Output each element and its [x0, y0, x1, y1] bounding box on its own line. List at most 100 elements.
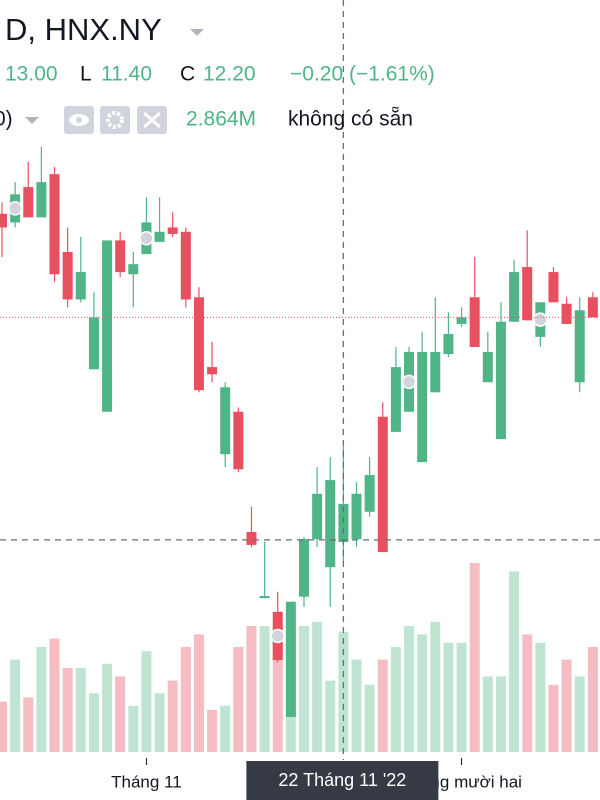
candle-body	[443, 333, 454, 355]
candle-body	[23, 187, 34, 218]
settings-icon[interactable]	[100, 106, 130, 134]
candle-body	[364, 475, 375, 512]
close-label: C	[180, 63, 195, 86]
candle-body	[430, 351, 441, 393]
volume-bar	[443, 642, 454, 752]
legend-header: D, HNX.NY 13.00 L 11.40 C 12.20 −0.20 (−…	[0, 12, 435, 134]
candle-body	[587, 297, 598, 318]
close-icon[interactable]	[137, 106, 167, 134]
event-marker	[139, 231, 154, 246]
event-marker	[401, 374, 417, 390]
candle-body	[0, 213, 7, 228]
candle-body	[509, 272, 520, 322]
candle-body	[259, 596, 270, 599]
volume-bar	[325, 680, 336, 752]
volume-bar	[233, 647, 244, 752]
candle-body	[180, 231, 191, 300]
volume-bar	[404, 626, 415, 752]
crosshair-label: 22 Tháng 11 '22	[278, 770, 406, 790]
candle-body	[522, 267, 533, 321]
volume-bar	[495, 676, 506, 752]
symbol[interactable]: D, HNX.NY	[5, 12, 162, 47]
volume-bar	[49, 638, 60, 752]
volume-bar	[141, 651, 152, 752]
candle-body	[574, 310, 585, 383]
candle-body	[102, 240, 113, 412]
volume-bar	[88, 693, 99, 752]
volume-bar	[364, 684, 375, 752]
volume-bar	[482, 676, 493, 752]
event-marker	[270, 628, 285, 644]
volume-bar	[180, 647, 191, 752]
volume-bar	[522, 634, 533, 752]
volume-bar	[259, 626, 270, 752]
volume-bar	[10, 659, 21, 752]
event-marker	[7, 201, 23, 216]
candle-body	[298, 539, 309, 597]
volume-bar	[377, 659, 388, 752]
candle-body	[312, 493, 323, 540]
status: không có sẵn	[288, 108, 413, 131]
volume-bar	[193, 634, 204, 752]
candle-body	[495, 321, 506, 440]
volume-bar	[102, 663, 113, 752]
volume-bar	[312, 621, 323, 752]
volume-bar	[417, 634, 428, 752]
volume-bar	[23, 697, 34, 752]
candle-body	[207, 367, 218, 375]
volume-bar	[509, 571, 520, 752]
volume-bar	[0, 701, 7, 752]
candle-body	[49, 174, 60, 275]
event-marker	[533, 312, 548, 327]
candle-body	[561, 303, 572, 324]
eye-icon[interactable]	[64, 106, 94, 134]
candle-body	[351, 493, 362, 540]
candle-body	[548, 272, 559, 303]
candle-body	[469, 297, 480, 347]
volume-bar	[469, 563, 480, 752]
indicator: 0)	[0, 108, 13, 131]
candle-body	[62, 251, 73, 300]
candle-body	[75, 272, 86, 300]
candle-body	[167, 227, 178, 234]
dropdown[interactable]	[190, 29, 204, 36]
candle-body	[154, 231, 165, 242]
volume-bar	[456, 642, 467, 752]
candle-body	[417, 351, 428, 463]
close-value: 12.20	[203, 63, 256, 86]
volume-bar	[167, 680, 178, 752]
volume-bar	[75, 668, 86, 752]
volume-bar	[430, 621, 441, 752]
candle-body	[233, 411, 244, 470]
volume-bar	[62, 668, 73, 752]
volume-bar	[128, 705, 139, 752]
volume-bar	[587, 647, 598, 752]
candle-body	[325, 480, 336, 568]
volume-bar	[154, 693, 165, 752]
dropdown[interactable]	[25, 117, 39, 124]
candle-body	[456, 317, 467, 324]
candle-body	[246, 531, 257, 545]
high-value: 13.00	[5, 63, 58, 86]
x-tick-label: Tháng 11	[111, 772, 182, 791]
candle-body	[36, 182, 47, 218]
volume-bar	[115, 676, 126, 752]
crosshair-label-box	[246, 761, 439, 800]
volume-value: 2.864M	[186, 108, 256, 131]
low-label: L	[80, 63, 92, 86]
volume-bar	[351, 659, 362, 752]
candle-body	[285, 601, 296, 717]
volume-bar	[535, 642, 546, 752]
volume-bar	[548, 684, 559, 752]
volume-bar	[298, 626, 309, 752]
volume-bar	[220, 705, 231, 752]
change: −0.20 (−1.61%)	[290, 63, 435, 86]
candle-body	[220, 387, 231, 455]
candle-body	[128, 264, 139, 275]
volume-bar	[561, 659, 572, 752]
candle-body	[193, 297, 204, 391]
volume-bar	[207, 710, 218, 752]
candle-body	[377, 416, 388, 553]
